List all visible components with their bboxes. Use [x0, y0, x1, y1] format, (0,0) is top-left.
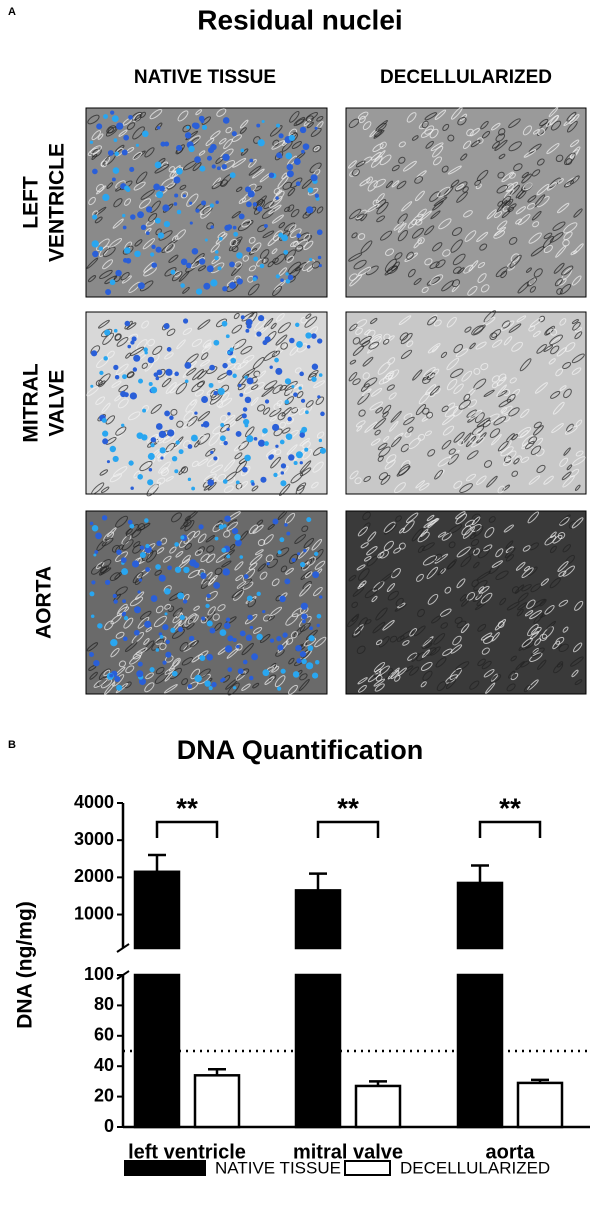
bar [456, 973, 504, 1129]
bar [456, 881, 504, 950]
significance-label: ** [499, 792, 521, 823]
y-tick-label: 3000 [74, 829, 114, 849]
error-bar [531, 1078, 549, 1083]
micrograph [85, 311, 328, 497]
significance-bracket [155, 820, 219, 838]
legend-swatch [124, 1160, 206, 1176]
micrograph [85, 510, 328, 696]
error-bar [148, 853, 166, 872]
error-bar [208, 1067, 226, 1076]
bar [516, 1081, 564, 1129]
column-label: NATIVE TISSUE [134, 67, 276, 88]
row-label: LEFT [20, 176, 43, 229]
row-label: AORTA [33, 566, 56, 639]
bar [133, 870, 181, 950]
x-tick-label: left ventricle [128, 1141, 246, 1163]
significance-label: ** [176, 792, 198, 823]
row-label: MITRAL [20, 363, 43, 442]
y-axis-label: DNA (ng/mg) [14, 901, 37, 1029]
legend-label: DECELLULARIZED [400, 1158, 550, 1177]
y-tick-label: 20 [94, 1085, 114, 1105]
bar [133, 973, 181, 1129]
legend-label: NATIVE TISSUE [215, 1158, 341, 1177]
row-label: VALVE [46, 370, 69, 437]
micrograph [85, 107, 328, 298]
bar [294, 889, 342, 950]
y-tick-label: 80 [94, 994, 114, 1014]
x-tick-label: aorta [486, 1141, 536, 1163]
bar [354, 1084, 402, 1129]
y-tick-label: 2000 [74, 866, 114, 886]
panel-label: A [8, 6, 16, 18]
error-bar [471, 864, 489, 883]
y-tick-label: 1000 [74, 903, 114, 923]
y-tick-label: 40 [94, 1055, 114, 1075]
panel-label: B [8, 739, 16, 751]
x-tick-label: mitral valve [293, 1141, 403, 1163]
y-tick-label: 4000 [74, 792, 114, 812]
significance-bracket [316, 820, 380, 838]
error-bar [309, 872, 327, 891]
y-tick-label: 0 [104, 1116, 114, 1136]
error-bar [369, 1080, 387, 1086]
bar [294, 973, 342, 1129]
significance-bracket [478, 820, 542, 838]
axis-break [116, 943, 130, 953]
bar [193, 1074, 241, 1129]
significance-label: ** [337, 792, 359, 823]
y-tick-label: 100 [84, 964, 114, 984]
row-label: VENTRICLE [46, 143, 69, 262]
legend-swatch [344, 1160, 391, 1176]
micrograph [345, 310, 587, 495]
panel-title: Residual nuclei [197, 4, 402, 35]
micrograph [345, 106, 587, 298]
chart-title: DNA Quantification [177, 735, 424, 765]
column-label: DECELLULARIZED [380, 67, 552, 88]
y-tick-label: 60 [94, 1025, 114, 1045]
micrograph [345, 510, 587, 695]
